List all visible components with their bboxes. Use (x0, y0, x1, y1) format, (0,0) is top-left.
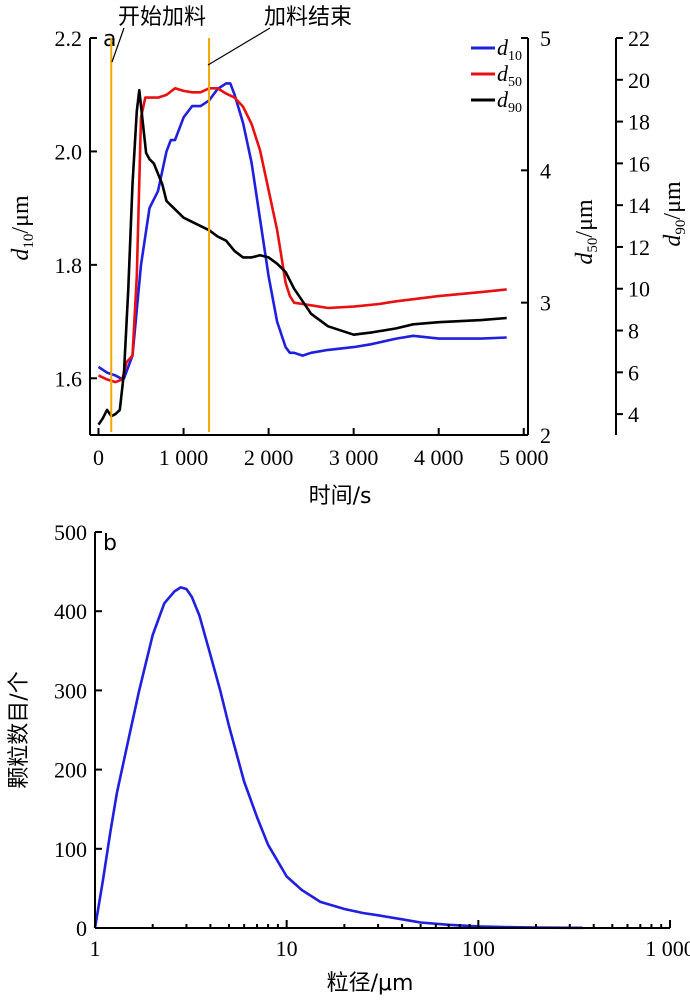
panel-a-right2-tick-label: 4 (628, 402, 639, 427)
annotation-leader (111, 27, 125, 63)
panel-a-right1-ylabel: d50/μm (572, 199, 601, 265)
panel-a-right2-tick-label: 22 (628, 26, 650, 51)
panel-b-ytick-label: 400 (54, 599, 87, 624)
panel-b-xlabel: 粒径/μm (327, 971, 414, 996)
panel-a-xtick-label: 0 (93, 445, 104, 470)
panel-a-right2-tick-label: 8 (628, 319, 639, 344)
panel-a: a 0 1 000 2 000 3 000 4 000 5 000 1.6 1.8 2.0 2.2… (8, 5, 689, 509)
panel-b-ytick-label: 300 (54, 678, 87, 703)
panel-a-right1-tick-label: 3 (540, 291, 551, 316)
panel-a-right2-tick-label: 16 (628, 151, 650, 176)
panel-a-right1-tick-label: 5 (540, 26, 551, 51)
panel-a-left-tick-label: 2.0 (55, 139, 83, 164)
panel-a-xlabel: 时间/s (309, 484, 372, 509)
legend-label: d10 (497, 35, 522, 64)
svg-text:d50/μm: d50/μm (572, 199, 601, 265)
panel-a-right1-tick-label: 4 (540, 158, 551, 183)
panel-b-ytick-label: 100 (54, 837, 87, 862)
panel-b-xtick-label: 1 (90, 936, 101, 961)
panel-a-xtick-label: 3 000 (329, 445, 379, 470)
panel-a-left-tick-label: 1.8 (55, 253, 83, 278)
panel-b-ytick-label: 500 (54, 520, 87, 545)
panel-a-left-ylabel: d10/μm (8, 195, 37, 261)
panel-a-right2-tick-label: 18 (628, 110, 650, 135)
panel-a-xtick-label: 5 000 (499, 445, 549, 470)
annotation-label: 开始加料 (118, 5, 206, 30)
panel-b: b 0 100 200 300 400 500 1 10 100 1 000 粒径/μm 颗粒数目… (7, 520, 690, 996)
svg-text:颗粒数目/个: 颗粒数目/个 (7, 671, 32, 788)
svg-text:d10/μm: d10/μm (8, 195, 37, 261)
legend-label: d50 (497, 61, 522, 90)
panel-a-right1-tick-label: 2 (540, 423, 551, 448)
panel-a-right2-tick-label: 6 (628, 360, 639, 385)
series-line-d50 (97, 87, 507, 384)
panel-b-ytick-label: 0 (76, 916, 87, 941)
series-line-d90 (97, 88, 507, 426)
series-line-d10 (97, 82, 507, 380)
panel-a-xtick-label: 1 000 (159, 445, 209, 470)
panel-b-xtick-label: 1 000 (645, 936, 690, 961)
panel-b-ytick-label: 200 (54, 758, 87, 783)
panel-a-annotations: 开始加料 加料结束 (110, 5, 352, 432)
panel-a-label: a (103, 27, 116, 52)
panel-b-ylabel: 颗粒数目/个 (7, 671, 32, 788)
panel-a-right2-tick-label: 20 (628, 68, 650, 93)
annotation-leader (207, 27, 271, 66)
panel-a-right2-ylabel: d90/μm (660, 181, 689, 247)
panel-a-left-tick-label: 2.2 (55, 26, 83, 51)
panel-b-xtick-label: 100 (462, 936, 495, 961)
distribution-line (93, 586, 583, 930)
panel-a-left-tick-label: 1.6 (55, 366, 83, 391)
svg-text:d90/μm: d90/μm (660, 181, 689, 247)
panel-a-xtick-label: 4 000 (414, 445, 464, 470)
annotation-label: 加料结束 (264, 5, 352, 30)
panel-b-xtick-label: 10 (276, 936, 298, 961)
panel-a-right2-tick-label: 14 (628, 193, 650, 218)
panel-a-xtick-label: 2 000 (244, 445, 294, 470)
panel-b-label: b (103, 531, 117, 556)
panel-a-right2-tick-label: 12 (628, 235, 650, 260)
legend-label: d90 (497, 87, 522, 116)
panel-a-right2-tick-label: 10 (628, 277, 650, 302)
